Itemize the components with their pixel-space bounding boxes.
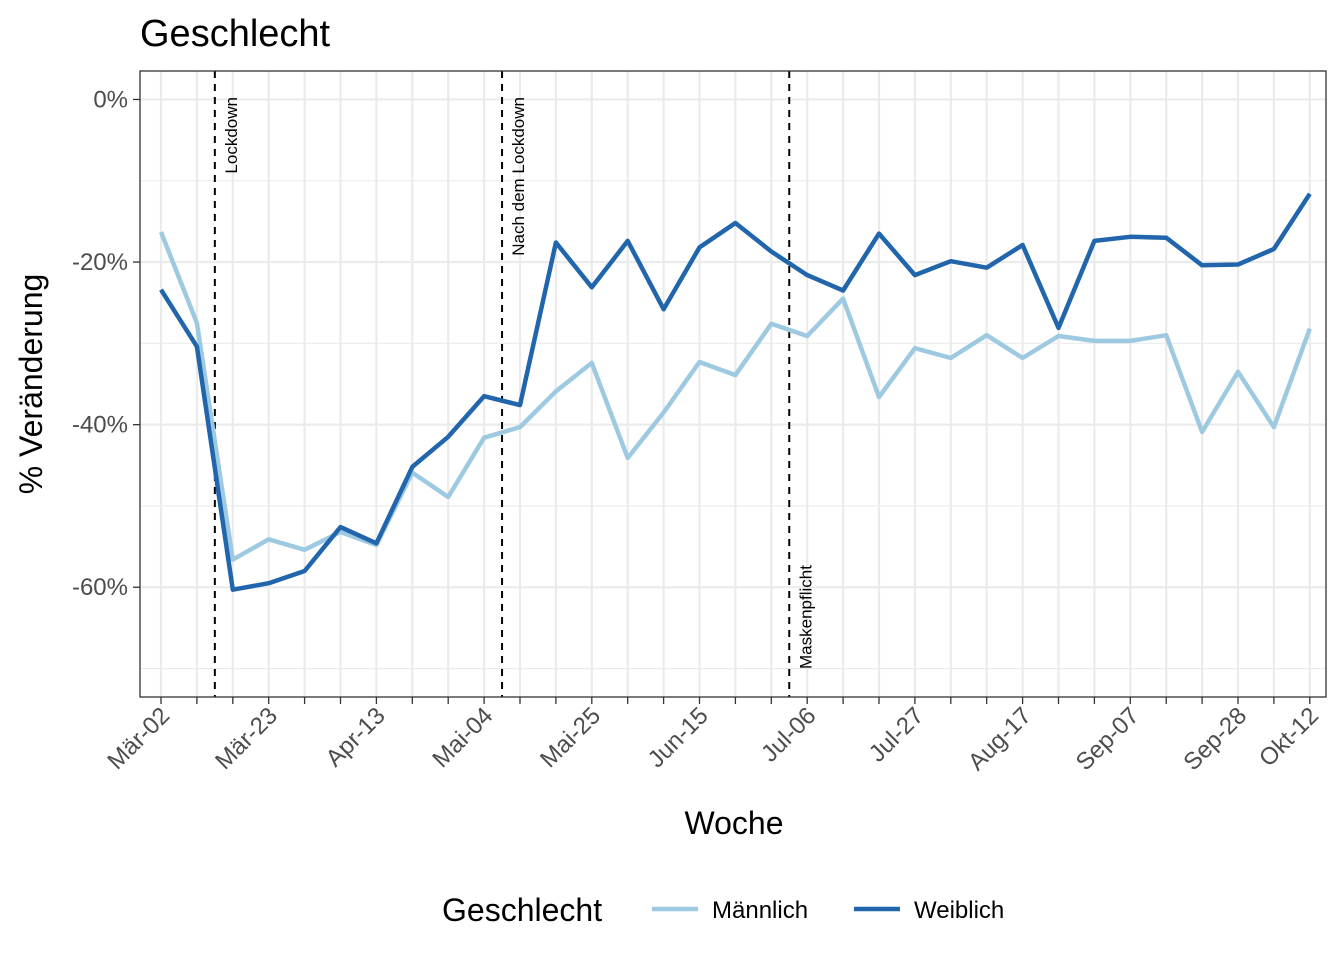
legend-label-weiblich: Weiblich bbox=[914, 897, 1004, 924]
legend-label-maennlich: Männlich bbox=[712, 897, 808, 924]
legend: Geschlecht Männlich Weiblich bbox=[442, 892, 1004, 928]
grid-major bbox=[140, 71, 1326, 697]
x-tick-label: Mai-25 bbox=[535, 702, 606, 773]
x-tick-label: Okt-12 bbox=[1254, 702, 1324, 772]
annotation-label-1: Nach dem Lockdown bbox=[509, 97, 528, 256]
x-tick-label: Sep-07 bbox=[1071, 702, 1145, 776]
y-tick-label: -60% bbox=[72, 574, 128, 601]
y-tick-label: -40% bbox=[72, 412, 128, 439]
x-axis: Mär-02 Mär-23 Apr-13 Mai-04 Mai-25 Jun-15 Jul-… bbox=[102, 697, 1324, 776]
x-tick-label: Jun-15 bbox=[643, 702, 714, 773]
x-tick-label: Jul-06 bbox=[756, 702, 821, 767]
x-axis-title: Woche bbox=[684, 805, 783, 841]
x-tick-label: Jul-27 bbox=[864, 702, 929, 767]
x-tick-label: Apr-13 bbox=[321, 702, 391, 772]
annotation-label-0: Lockdown bbox=[222, 97, 241, 174]
x-tick-label: Mär-02 bbox=[102, 702, 175, 775]
chart-title: Geschlecht bbox=[140, 13, 331, 55]
y-axis: 0% -20% -40% -60% bbox=[72, 86, 140, 601]
y-tick-label: 0% bbox=[93, 86, 128, 113]
series-lines bbox=[158, 192, 1312, 592]
x-tick-label: Aug-17 bbox=[963, 702, 1037, 776]
x-tick-label: Mai-04 bbox=[427, 702, 498, 773]
plot-panel-border bbox=[139, 70, 1327, 698]
grid-minor bbox=[140, 180, 1326, 670]
x-tick-label: Mär-23 bbox=[210, 702, 283, 775]
legend-title: Geschlecht bbox=[442, 892, 602, 928]
annotation-label-2: Maskenpflicht bbox=[796, 565, 815, 669]
annotations: Lockdown Nach dem Lockdown Maskenpflicht bbox=[213, 71, 815, 697]
y-tick-label: -20% bbox=[72, 249, 128, 276]
y-axis-title: % Veränderung bbox=[13, 274, 49, 495]
series-line-weiblich bbox=[159, 192, 1312, 592]
series-line-männlich bbox=[158, 231, 1312, 562]
x-tick-label: Sep-28 bbox=[1178, 702, 1252, 776]
